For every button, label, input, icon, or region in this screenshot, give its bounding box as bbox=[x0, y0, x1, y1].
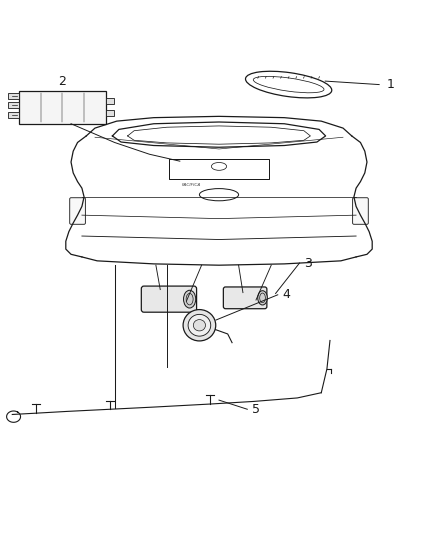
Bar bbox=[8, 102, 19, 108]
FancyBboxPatch shape bbox=[223, 287, 267, 309]
Ellipse shape bbox=[184, 290, 196, 308]
Ellipse shape bbox=[183, 310, 216, 341]
FancyBboxPatch shape bbox=[70, 198, 85, 224]
Text: PACIFICA: PACIFICA bbox=[182, 182, 201, 187]
Text: 2: 2 bbox=[58, 75, 66, 87]
Ellipse shape bbox=[258, 290, 267, 305]
FancyBboxPatch shape bbox=[353, 198, 368, 224]
Bar bbox=[106, 98, 114, 104]
FancyBboxPatch shape bbox=[141, 286, 197, 312]
Bar bbox=[106, 110, 114, 116]
Text: 5: 5 bbox=[252, 403, 260, 416]
Text: 4: 4 bbox=[282, 288, 290, 301]
Text: 1: 1 bbox=[387, 78, 395, 91]
Bar bbox=[8, 93, 19, 99]
FancyBboxPatch shape bbox=[19, 91, 106, 124]
Ellipse shape bbox=[193, 320, 205, 331]
Text: 3: 3 bbox=[304, 256, 312, 270]
Ellipse shape bbox=[188, 314, 211, 336]
Bar bbox=[8, 112, 19, 118]
